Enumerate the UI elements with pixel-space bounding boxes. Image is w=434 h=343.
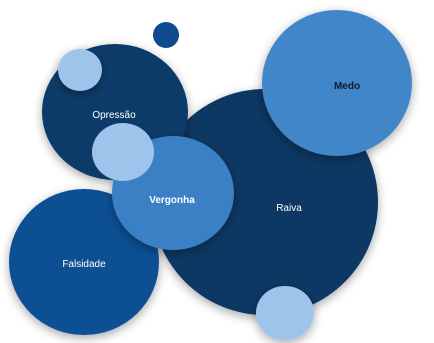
bubble-falsidade [9, 189, 159, 335]
label-vergonha: Vergonha [149, 195, 195, 206]
decor-dot-navy [153, 22, 179, 48]
label-raiva: Raiva [276, 203, 302, 214]
decor-dot-light-top [58, 49, 102, 91]
decor-dot-light-bottom [256, 286, 314, 340]
decor-dot-light-middle [92, 123, 154, 181]
label-medo: Medo [334, 81, 360, 92]
label-falsidade: Falsidade [62, 259, 106, 270]
label-opressao: Opressão [92, 110, 136, 121]
bubble-medo [262, 10, 412, 156]
